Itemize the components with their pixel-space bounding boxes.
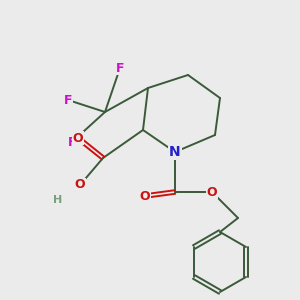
Text: O: O: [75, 178, 85, 191]
Text: F: F: [64, 94, 72, 106]
Text: N: N: [169, 145, 181, 159]
Text: F: F: [68, 136, 76, 148]
Text: H: H: [53, 195, 63, 205]
Text: O: O: [207, 185, 217, 199]
Text: O: O: [73, 131, 83, 145]
Text: O: O: [140, 190, 150, 202]
Text: F: F: [116, 61, 124, 74]
